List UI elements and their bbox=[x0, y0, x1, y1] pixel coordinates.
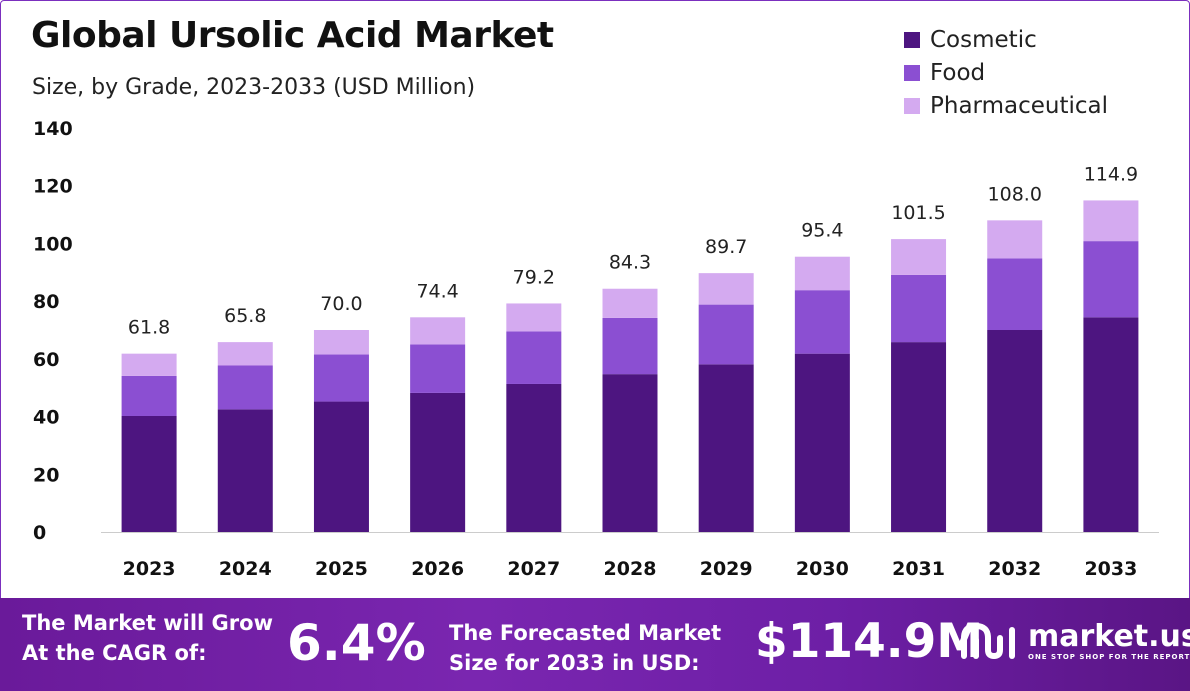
market-us-logo-icon bbox=[961, 622, 1015, 660]
y-tick-label: 40 bbox=[33, 407, 59, 429]
bar-segment-pharmaceutical bbox=[410, 317, 466, 345]
y-tick-label: 60 bbox=[33, 349, 59, 371]
y-tick-label: 80 bbox=[33, 291, 59, 313]
bar-segment-food bbox=[1083, 241, 1139, 318]
x-tick-label: 2033 bbox=[1084, 558, 1137, 580]
legend-swatch-pharmaceutical bbox=[904, 97, 920, 114]
bar-total-label: 101.5 bbox=[891, 202, 945, 224]
bar-total-label: 79.2 bbox=[513, 266, 555, 288]
summary-banner: The Market will Grow At the CAGR of: 6.4… bbox=[0, 598, 1190, 691]
x-tick-label: 2027 bbox=[507, 558, 560, 580]
bar-segment-food bbox=[506, 331, 562, 384]
y-tick-label: 120 bbox=[33, 176, 73, 198]
bar-segment-cosmetic bbox=[313, 401, 369, 532]
legend-item-cosmetic: Cosmetic bbox=[904, 23, 1108, 56]
bar-total-label: 84.3 bbox=[609, 252, 651, 274]
bar-segment-cosmetic bbox=[410, 392, 466, 532]
legend-label-cosmetic: Cosmetic bbox=[930, 26, 1037, 53]
x-tick-label: 2031 bbox=[892, 558, 945, 580]
x-tick-label: 2025 bbox=[315, 558, 368, 580]
legend-label-food: Food bbox=[930, 59, 986, 86]
bar-segment-cosmetic bbox=[506, 383, 562, 532]
bar-segment-pharmaceutical bbox=[698, 273, 754, 305]
bar-segment-pharmaceutical bbox=[121, 353, 177, 376]
bar-segment-pharmaceutical bbox=[1083, 200, 1139, 242]
bar-segment-food bbox=[313, 354, 369, 402]
brand-tagline: ONE STOP SHOP FOR THE REPORTS bbox=[1028, 653, 1190, 661]
bar-total-label: 114.9 bbox=[1084, 163, 1138, 185]
bar-segment-food bbox=[410, 344, 466, 393]
brand-name: market.us bbox=[1028, 619, 1190, 654]
bar-segment-pharmaceutical bbox=[506, 303, 562, 332]
bar-segment-food bbox=[217, 365, 273, 410]
bar-segment-pharmaceutical bbox=[602, 288, 658, 318]
bar-total-label: 61.8 bbox=[128, 317, 170, 339]
bar-segment-cosmetic bbox=[891, 342, 947, 532]
bar-segment-pharmaceutical bbox=[794, 256, 850, 291]
legend-swatch-cosmetic bbox=[904, 31, 920, 48]
bar-segment-cosmetic bbox=[121, 415, 177, 532]
bar-segment-pharmaceutical bbox=[313, 330, 369, 355]
x-tick-label: 2024 bbox=[219, 558, 272, 580]
bar-total-label: 89.7 bbox=[705, 236, 747, 258]
x-tick-label: 2023 bbox=[123, 558, 176, 580]
y-tick-label: 0 bbox=[33, 522, 46, 544]
chart-legend: Cosmetic Food Pharmaceutical bbox=[904, 23, 1108, 122]
brand-text: market.us ONE STOP SHOP FOR THE REPORTS bbox=[1028, 619, 1190, 662]
x-tick-label: 2030 bbox=[796, 558, 849, 580]
bar-segment-food bbox=[602, 317, 658, 375]
bar-segment-cosmetic bbox=[217, 409, 273, 532]
x-tick-label: 2026 bbox=[411, 558, 464, 580]
bar-total-label: 108.0 bbox=[988, 183, 1042, 205]
x-tick-label: 2032 bbox=[988, 558, 1041, 580]
bar-segment-cosmetic bbox=[698, 364, 754, 532]
legend-item-pharmaceutical: Pharmaceutical bbox=[904, 89, 1108, 122]
chart-subtitle: Size, by Grade, 2023-2033 (USD Million) bbox=[32, 75, 476, 100]
bar-total-label: 95.4 bbox=[801, 220, 843, 242]
y-tick-label: 140 bbox=[33, 118, 73, 140]
bar-total-label: 65.8 bbox=[224, 305, 266, 327]
forecast-caption-line2: Size for 2033 in USD: bbox=[449, 651, 700, 675]
stacked-bar-chart: 0 20 40 60 80 100 120 140 61.8 2023 65.8 2024 70.0 20… bbox=[33, 118, 1159, 580]
legend-item-food: Food bbox=[904, 56, 1108, 89]
bar-segment-pharmaceutical bbox=[987, 220, 1043, 259]
legend-swatch-food bbox=[904, 64, 920, 81]
bar-segment-food bbox=[121, 375, 177, 416]
cagr-caption-line1: The Market will Grow bbox=[22, 611, 273, 635]
brand-logo: market.us ONE STOP SHOP FOR THE REPORTS bbox=[958, 616, 1190, 666]
y-tick-label: 100 bbox=[33, 233, 73, 255]
forecast-caption-line1: The Forecasted Market bbox=[449, 621, 722, 645]
legend-label-pharmaceutical: Pharmaceutical bbox=[930, 92, 1109, 119]
bar-segment-food bbox=[794, 290, 850, 354]
bar-segment-pharmaceutical bbox=[217, 342, 273, 366]
cagr-value: 6.4% bbox=[287, 614, 426, 672]
bar-segment-food bbox=[987, 258, 1043, 330]
forecast-caption: The Forecasted Market Size for 2033 in U… bbox=[449, 618, 759, 678]
x-tick-label: 2028 bbox=[604, 558, 657, 580]
x-tick-label: 2029 bbox=[700, 558, 753, 580]
cagr-caption: The Market will Grow At the CAGR of: bbox=[22, 608, 312, 668]
forecast-value: $114.9M bbox=[755, 614, 984, 669]
chart-title: Global Ursolic Acid Market bbox=[31, 15, 554, 56]
cagr-caption-line2: At the CAGR of: bbox=[22, 641, 207, 665]
bar-total-label: 74.4 bbox=[416, 280, 458, 302]
bar-segment-cosmetic bbox=[602, 374, 658, 532]
bar-segment-food bbox=[698, 304, 754, 365]
bar-segment-cosmetic bbox=[987, 330, 1043, 532]
bar-segment-food bbox=[891, 274, 947, 343]
bar-segment-pharmaceutical bbox=[891, 239, 947, 275]
y-tick-label: 20 bbox=[33, 464, 59, 486]
bar-segment-cosmetic bbox=[1083, 317, 1139, 532]
bar-segment-cosmetic bbox=[794, 353, 850, 532]
bar-total-label: 70.0 bbox=[320, 293, 362, 315]
